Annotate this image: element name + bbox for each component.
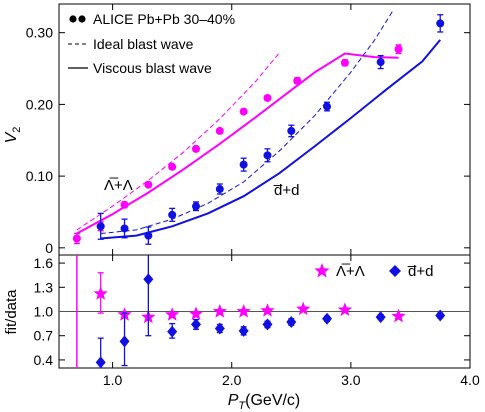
main-data-points <box>72 14 445 245</box>
x-axis-label: PT(GeV/c) <box>228 392 301 412</box>
lambda_data-point <box>168 162 177 171</box>
y-tick-label: 0 <box>45 240 53 256</box>
x-tick-label: 1.0 <box>103 372 123 388</box>
main-model-curves <box>76 10 441 240</box>
lambda_ratio-star <box>212 304 227 318</box>
deuteron_ratio-diamond <box>262 318 273 331</box>
x-tick-label: 4.0 <box>460 372 480 388</box>
y-tick-label: 0.10 <box>26 168 53 184</box>
ratio-y-tick-label: 0.4 <box>34 352 54 368</box>
deuteron_ratio-diamond <box>322 312 333 325</box>
deuteron_ratio-diamond <box>286 315 297 328</box>
legend-label-viscous: Viscous blast wave <box>93 60 212 76</box>
lambda_data-point <box>144 180 153 189</box>
deuteron_data-point <box>263 151 272 160</box>
legend-diamond-icon <box>389 265 401 277</box>
ratio-data-points <box>76 255 446 368</box>
lambda_data-point <box>394 45 403 54</box>
lambda_data-point <box>72 234 81 243</box>
main-legend: ALICE Pb+Pb 30–40% Ideal blast wave Visc… <box>68 11 235 76</box>
deuteron_data-point <box>287 126 296 135</box>
ratio-y-tick-label: 1.6 <box>34 255 54 271</box>
deuteron_data-point <box>323 102 332 111</box>
deuteron_data-point <box>215 185 224 194</box>
deuteron_ratio-diamond <box>238 324 249 337</box>
ratio-y-tick-label: 1.3 <box>34 279 54 295</box>
y-tick-label: 0.20 <box>26 96 53 112</box>
lambda_ratio-star <box>260 303 275 317</box>
deuteron_data-point <box>239 160 248 169</box>
lambda_ideal-curve <box>76 52 280 231</box>
deuteron_ratio-diamond <box>191 318 201 331</box>
lambda_ratio-star <box>165 307 180 321</box>
deuteron_data-point <box>436 19 445 28</box>
legend-label-lambda: Λ̅+Λ <box>336 263 365 280</box>
ratio-axes: 0.4 0.7 1.0 1.3 1.6 1.0 2.0 3.0 4.0 <box>34 255 480 388</box>
y-tick-label: 0.30 <box>26 25 53 41</box>
x-tick-label: 2.0 <box>222 372 242 388</box>
deuteron_data-point <box>144 231 153 240</box>
deuteron_ratio-diamond <box>167 325 178 338</box>
deuteron_ratio-diamond <box>214 322 225 335</box>
lambda_ratio-star <box>188 306 204 320</box>
main-y-label: V2 <box>3 127 23 144</box>
deuteron_ratio-diamond <box>375 311 386 324</box>
deuteron_ratio-diamond <box>95 356 106 368</box>
legend-label-deuteron: d̅+d <box>407 263 433 280</box>
deuteron_ratio-diamond <box>119 335 130 348</box>
legend-star-icon <box>314 263 330 278</box>
lambda_ratio-star <box>93 286 108 300</box>
annotation-lambda: Λ̅+Λ <box>104 177 133 194</box>
ratio-y-tick-label: 0.7 <box>34 328 54 344</box>
main-y-axis: 0 0.10 0.20 0.30 <box>26 4 471 256</box>
ratio-y-label: fit/data <box>3 289 20 335</box>
deuteron_viscous-curve <box>100 39 441 240</box>
legend-marker-dot-1 <box>69 15 77 23</box>
lambda_data-point <box>293 76 302 85</box>
lambda_ratio-star <box>236 304 251 318</box>
ratio-legend: Λ̅+Λ d̅+d <box>314 263 433 280</box>
deuteron_ratio-diamond <box>143 273 154 286</box>
deuteron_data-point <box>192 202 200 211</box>
lambda_ratio-star <box>391 308 406 323</box>
legend-label-alice: ALICE Pb+Pb 30–40% <box>93 11 235 27</box>
legend-label-ideal: Ideal blast wave <box>93 36 194 52</box>
deuteron_ratio-diamond <box>435 309 446 322</box>
lambda_data-point <box>215 126 224 135</box>
annotation-deuteron: d̅+d <box>273 182 299 199</box>
deuteron_data-point <box>96 222 105 231</box>
lambda_data-point <box>340 58 349 67</box>
lambda_ratio-star <box>337 302 352 316</box>
lambda_data-point <box>120 200 129 209</box>
lambda_data-point <box>192 144 200 153</box>
lambda_viscous-curve <box>76 52 399 235</box>
lambda_data-point <box>239 107 248 116</box>
deuteron_ideal-curve <box>100 10 394 234</box>
ratio-y-tick-label: 1.0 <box>34 304 54 320</box>
x-tick-label: 3.0 <box>341 372 361 388</box>
deuteron_data-point <box>376 58 385 67</box>
lambda_ratio-star <box>296 301 311 316</box>
legend-marker-dot-2 <box>78 15 86 23</box>
deuteron_data-point <box>120 224 129 233</box>
lambda_data-point <box>263 93 272 102</box>
deuteron_data-point <box>168 210 177 219</box>
